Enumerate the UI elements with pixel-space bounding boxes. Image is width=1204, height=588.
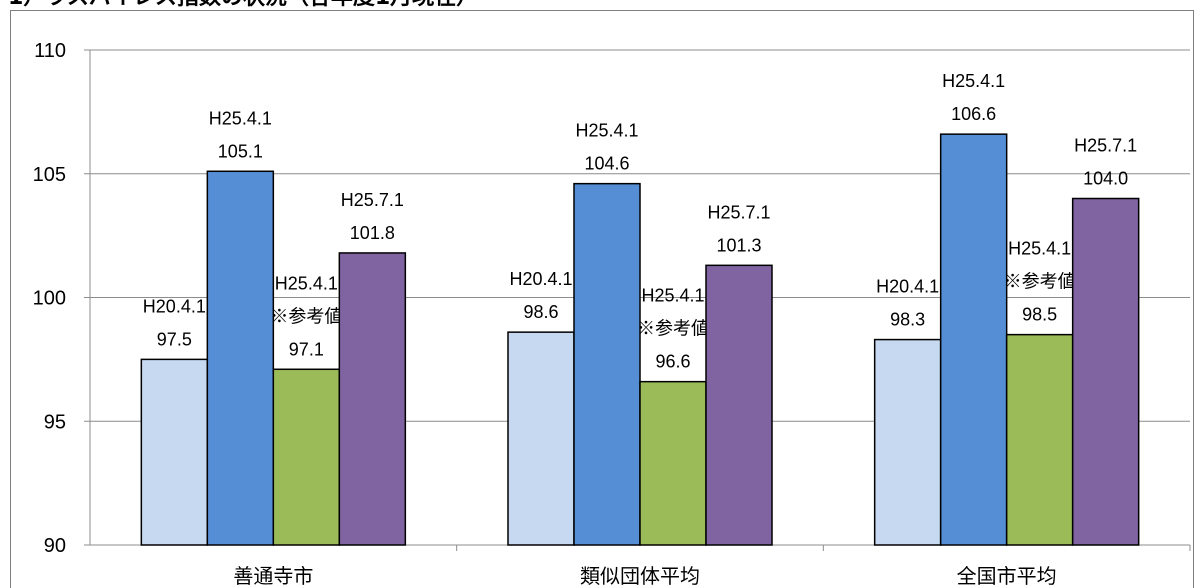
bar: [1005, 333, 1074, 546]
bar: [705, 264, 773, 546]
bar: [939, 133, 1008, 546]
data-label: 104.6: [584, 154, 629, 174]
page-heading: 1）ラスパイレス指数の状況（各年度1月現在）: [0, 0, 1204, 10]
bar: [1071, 197, 1140, 546]
data-label: H20.4.1: [509, 269, 572, 289]
data-label: 97.1: [289, 339, 324, 359]
data-label: H25.7.1: [341, 190, 404, 210]
data-label: ※参考値: [637, 319, 709, 339]
x-category-label: 類似団体平均: [580, 564, 700, 588]
x-category-label: 全国市平均: [957, 564, 1057, 588]
data-label: H25.4.1: [209, 108, 272, 128]
page-heading-text: 1）ラスパイレス指数の状況（各年度1月現在）: [8, 0, 478, 10]
bar: [206, 170, 275, 546]
data-label: H25.7.1: [707, 202, 770, 222]
y-tick-label: 100: [33, 288, 66, 310]
data-label: H25.4.1: [1008, 239, 1071, 259]
data-label: ※参考値: [270, 306, 342, 326]
data-label: 97.5: [157, 329, 192, 349]
data-label: ※参考値: [1004, 272, 1076, 292]
data-label: H25.4.1: [641, 286, 704, 306]
data-label: H20.4.1: [876, 277, 939, 297]
bar: [272, 368, 341, 546]
data-label: 101.3: [716, 235, 761, 255]
y-tick-label: 95: [44, 411, 66, 433]
data-label: 106.6: [951, 104, 996, 124]
bar: [873, 338, 942, 546]
data-label: 98.3: [890, 310, 925, 330]
y-tick-label: 110: [34, 40, 66, 62]
data-label: H25.7.1: [1074, 136, 1137, 156]
data-label: H20.4.1: [143, 296, 206, 316]
y-tick-label: 105: [33, 164, 66, 186]
y-tick-label: 90: [44, 535, 66, 557]
x-category-label: 善通寺市: [233, 564, 313, 588]
data-label: 104.0: [1083, 169, 1128, 189]
data-label: H25.4.1: [942, 71, 1005, 91]
data-label: 96.6: [655, 352, 690, 372]
chart-frame: [10, 10, 1194, 588]
data-label: 98.6: [523, 302, 558, 322]
bar: [140, 358, 209, 546]
data-label: 101.8: [350, 223, 395, 243]
data-label: 105.1: [218, 141, 263, 161]
bar: [573, 182, 641, 546]
bar: [507, 331, 575, 546]
data-label: H25.4.1: [275, 273, 338, 293]
data-label: 98.5: [1022, 305, 1057, 325]
bar: [639, 380, 707, 546]
bar: [338, 252, 407, 546]
data-label: H25.4.1: [575, 121, 638, 141]
